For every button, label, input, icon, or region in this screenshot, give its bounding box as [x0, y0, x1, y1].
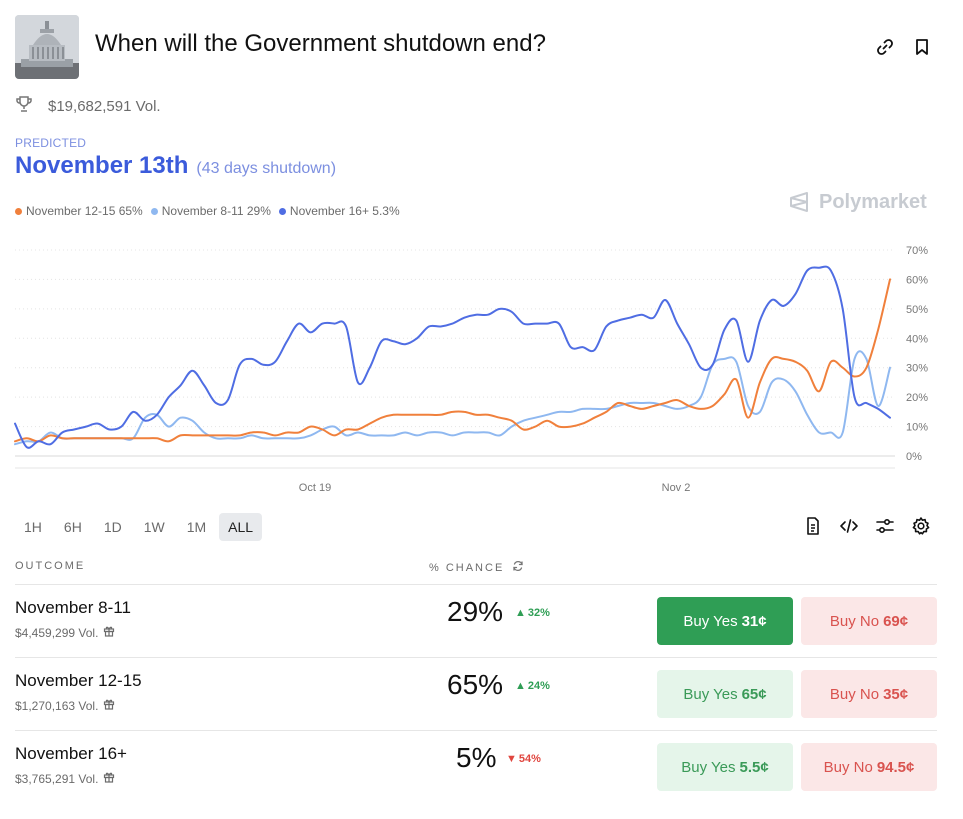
- y-tick-label: 10%: [906, 422, 928, 434]
- table-divider: [15, 657, 937, 658]
- buy-no-button[interactable]: Buy No 69¢: [801, 597, 937, 645]
- legend-item: November 8-11 29%: [150, 204, 271, 218]
- gift-icon: [103, 771, 115, 786]
- y-tick-label: 20%: [906, 392, 928, 404]
- prediction-date: November 13th: [15, 152, 189, 179]
- market-volume-text: $19,682,591 Vol.: [48, 97, 161, 115]
- x-tick-label: Oct 19: [299, 482, 331, 494]
- gift-icon: [103, 698, 115, 713]
- outcome-chance: 65%: [447, 669, 504, 700]
- outcome-volume-text: $1,270,163 Vol.: [15, 698, 99, 713]
- y-tick-label: 40%: [906, 333, 928, 345]
- y-tick-label: 70%: [906, 245, 928, 257]
- chance-change-value: 32%: [527, 607, 550, 619]
- time-range-selector: 1H 6H 1D 1W 1M ALL: [15, 513, 263, 541]
- outcome-row: November 16+ $3,765,291 Vol. 5% ▼ 54% Buy…: [15, 731, 937, 803]
- range-all-button[interactable]: ALL: [219, 513, 263, 541]
- buy-yes-button[interactable]: Buy Yes 31¢: [657, 597, 793, 645]
- market-volume: $19,682,591 Vol.: [15, 95, 161, 117]
- refresh-icon[interactable]: [512, 560, 524, 575]
- range-6h-button[interactable]: 6H: [63, 519, 82, 535]
- outcome-volume-text: $3,765,291 Vol.: [15, 771, 99, 786]
- polymarket-watermark: Polymarket: [787, 190, 927, 214]
- capitol-image: [15, 15, 79, 79]
- link-icon[interactable]: [875, 37, 895, 57]
- range-1d-button[interactable]: 1D: [103, 519, 122, 535]
- outcome-name: November 12-15: [15, 671, 142, 690]
- buy-no-button[interactable]: Buy No 94.5¢: [801, 743, 937, 791]
- range-1w-button[interactable]: 1W: [143, 519, 165, 535]
- chance-column-header: % CHANCE: [429, 560, 524, 575]
- prediction-detail: (43 days shutdown): [196, 160, 337, 177]
- chance-header-label: % CHANCE: [429, 561, 505, 574]
- buy-no-button[interactable]: Buy No 35¢: [801, 670, 937, 718]
- price-chart[interactable]: 0% 10% 20% 30% 40% 50% 60% 70% Oct 19 Nov 2: [0, 236, 963, 501]
- chance-change-value: 24%: [527, 680, 550, 692]
- polymarket-logo-icon: [790, 192, 808, 212]
- chance-change-value: 54%: [518, 753, 541, 765]
- up-triangle-icon: ▲: [515, 680, 526, 692]
- chance-change: ▲ 24%: [515, 680, 550, 692]
- legend-dot: [278, 207, 286, 215]
- legend-label: November 16+ 5.3%: [289, 204, 400, 218]
- range-1h-button[interactable]: 1H: [24, 519, 42, 535]
- table-divider: [15, 584, 937, 585]
- outcome-chance: 29%: [447, 596, 504, 627]
- prediction-value: November 13th (43 days shutdown): [15, 152, 336, 180]
- legend-dot: [15, 207, 22, 215]
- outcome-name: November 8-11: [15, 598, 131, 617]
- chart-legend: November 12-15 65% November 8-11 29% Nov…: [15, 204, 400, 218]
- outcome-volume: $4,459,299 Vol.: [15, 625, 115, 640]
- market-title: When will the Government shutdown end?: [95, 30, 546, 57]
- embed-code-icon[interactable]: [839, 516, 859, 536]
- settings-gear-icon[interactable]: [911, 516, 931, 536]
- range-1m-button[interactable]: 1M: [186, 519, 207, 535]
- y-tick-label: 60%: [906, 274, 928, 286]
- legend-item: November 12-15 65%: [15, 204, 143, 218]
- outcome-row: November 12-15 $1,270,163 Vol. 65% ▲ 24% …: [15, 658, 937, 730]
- prediction-label: PREDICTED: [15, 136, 87, 150]
- outcome-row: November 8-11 $4,459,299 Vol. 29% ▲ 32% B…: [15, 585, 937, 657]
- y-tick-label: 0%: [906, 451, 922, 463]
- buy-yes-button[interactable]: Buy Yes 5.5¢: [657, 743, 793, 791]
- legend-item: November 16+ 5.3%: [278, 204, 400, 218]
- gift-icon: [103, 625, 115, 640]
- buy-yes-button[interactable]: Buy Yes 65¢: [657, 670, 793, 718]
- legend-dot: [150, 207, 158, 215]
- filter-sliders-icon[interactable]: [875, 516, 895, 536]
- down-triangle-icon: ▼: [506, 753, 517, 765]
- document-icon[interactable]: [803, 516, 823, 536]
- x-tick-label: Nov 2: [662, 482, 691, 494]
- series-line-november-16-: [14, 265, 891, 449]
- y-tick-label: 50%: [906, 304, 928, 316]
- outcome-volume: $1,270,163 Vol.: [15, 698, 115, 713]
- trophy-icon: [15, 95, 33, 117]
- outcome-column-header: OUTCOME: [15, 560, 85, 572]
- chance-change: ▲ 32%: [515, 607, 550, 619]
- bookmark-icon[interactable]: [912, 37, 932, 57]
- series-line-november-12-15: [14, 278, 891, 443]
- watermark-text: Polymarket: [819, 190, 927, 213]
- outcome-volume: $3,765,291 Vol.: [15, 771, 115, 786]
- outcome-name: November 16+: [15, 744, 127, 763]
- y-tick-label: 30%: [906, 363, 928, 375]
- outcome-header-label: OUTCOME: [15, 560, 86, 572]
- outcome-chance: 5%: [456, 742, 497, 773]
- outcome-volume-text: $4,459,299 Vol.: [15, 625, 99, 640]
- up-triangle-icon: ▲: [515, 607, 526, 619]
- market-thumbnail: [15, 15, 79, 79]
- series-line-november-8-11: [14, 350, 891, 446]
- table-divider: [15, 730, 937, 731]
- legend-label: November 12-15 65%: [26, 204, 143, 218]
- legend-label: November 8-11 29%: [161, 204, 271, 218]
- chance-change: ▼ 54%: [506, 753, 541, 765]
